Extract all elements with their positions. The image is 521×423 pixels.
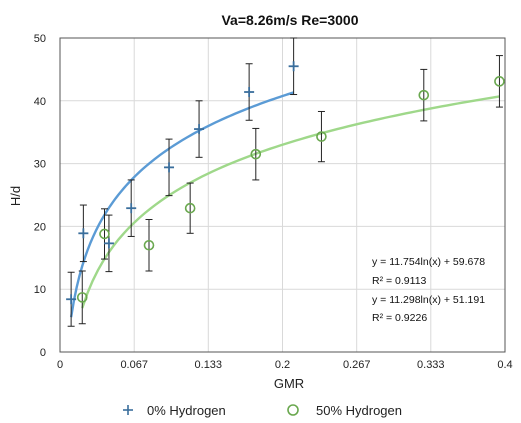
error-bar-s1-p7 — [495, 55, 503, 108]
legend: 0% Hydrogen 50% Hydrogen — [123, 403, 402, 418]
point-s0-p3 — [126, 203, 137, 214]
y-axis-ticks: 0 10 20 30 40 50 — [34, 33, 46, 359]
x-axis-ticks: 0 0.067 0.133 0.2 0.267 0.333 0.4 — [57, 359, 513, 371]
error-bar-s1-p6 — [420, 68, 428, 122]
legend-marker-0 — [123, 405, 133, 415]
series-0-r2: R² = 0.9113 — [372, 275, 427, 287]
point-s0-p2 — [103, 238, 114, 249]
point-s0-p5 — [194, 124, 205, 135]
x-tick-label-2: 0.133 — [195, 359, 223, 371]
x-tick-label-5: 0.333 — [417, 359, 445, 371]
point-s0-p4 — [164, 162, 175, 173]
series-0-equation: y = 11.754ln(x) + 59.678 — [372, 256, 485, 268]
error-bar-s1-p0 — [78, 270, 86, 325]
y-tick-label-4: 40 — [34, 96, 46, 108]
x-tick-label-1: 0.067 — [120, 359, 148, 371]
error-bar-s1-p1 — [101, 208, 108, 260]
legend-marker-1 — [287, 404, 299, 416]
error-bars — [67, 37, 503, 327]
point-s1-p3 — [184, 202, 196, 214]
y-tick-label-0: 0 — [40, 347, 46, 359]
legend-label-0: 0% Hydrogen — [147, 403, 226, 418]
point-s1-p6 — [418, 89, 430, 101]
legend-label-1: 50% Hydrogen — [316, 403, 402, 418]
y-tick-label-5: 50 — [34, 33, 46, 45]
x-tick-label-4: 0.267 — [343, 359, 371, 371]
trendline-equations: y = 11.754ln(x) + 59.678 R² = 0.9113 y =… — [372, 256, 485, 324]
x-tick-label-0: 0 — [57, 359, 63, 371]
error-bar-s1-p2 — [145, 218, 153, 272]
x-tick-label-6: 0.4 — [497, 359, 512, 371]
data-points — [66, 61, 505, 305]
point-s0-p0 — [66, 294, 77, 305]
point-s0-p1 — [78, 228, 89, 239]
point-s1-p7 — [494, 76, 505, 87]
y-axis-title: H/d — [8, 186, 23, 206]
trendlines — [69, 91, 500, 318]
trendline-1 — [81, 95, 500, 309]
x-axis-title: GMR — [274, 376, 304, 391]
chart-title: Va=8.26m/s Re=3000 — [221, 12, 358, 28]
y-tick-label-3: 30 — [34, 159, 46, 171]
series-1-r2: R² = 0.9226 — [372, 312, 427, 324]
series-1-equation: y = 11.298ln(x) + 51.191 — [372, 294, 485, 306]
error-bar-s1-p3 — [186, 182, 194, 234]
y-tick-label-2: 20 — [34, 221, 46, 233]
point-s1-p5 — [316, 131, 327, 142]
trendline-0 — [69, 91, 294, 318]
y-tick-label-1: 10 — [34, 284, 46, 296]
point-s1-p4 — [250, 148, 262, 160]
point-s1-p0 — [76, 292, 88, 303]
point-s1-p2 — [143, 239, 155, 251]
plot-frame — [59, 37, 506, 353]
x-tick-label-3: 0.2 — [275, 359, 290, 371]
point-s1-p1 — [99, 228, 110, 240]
point-s0-p7 — [288, 61, 299, 72]
point-s0-p6 — [244, 87, 255, 98]
error-bar-s1-p4 — [252, 127, 260, 181]
error-bar-s1-p5 — [317, 110, 325, 163]
